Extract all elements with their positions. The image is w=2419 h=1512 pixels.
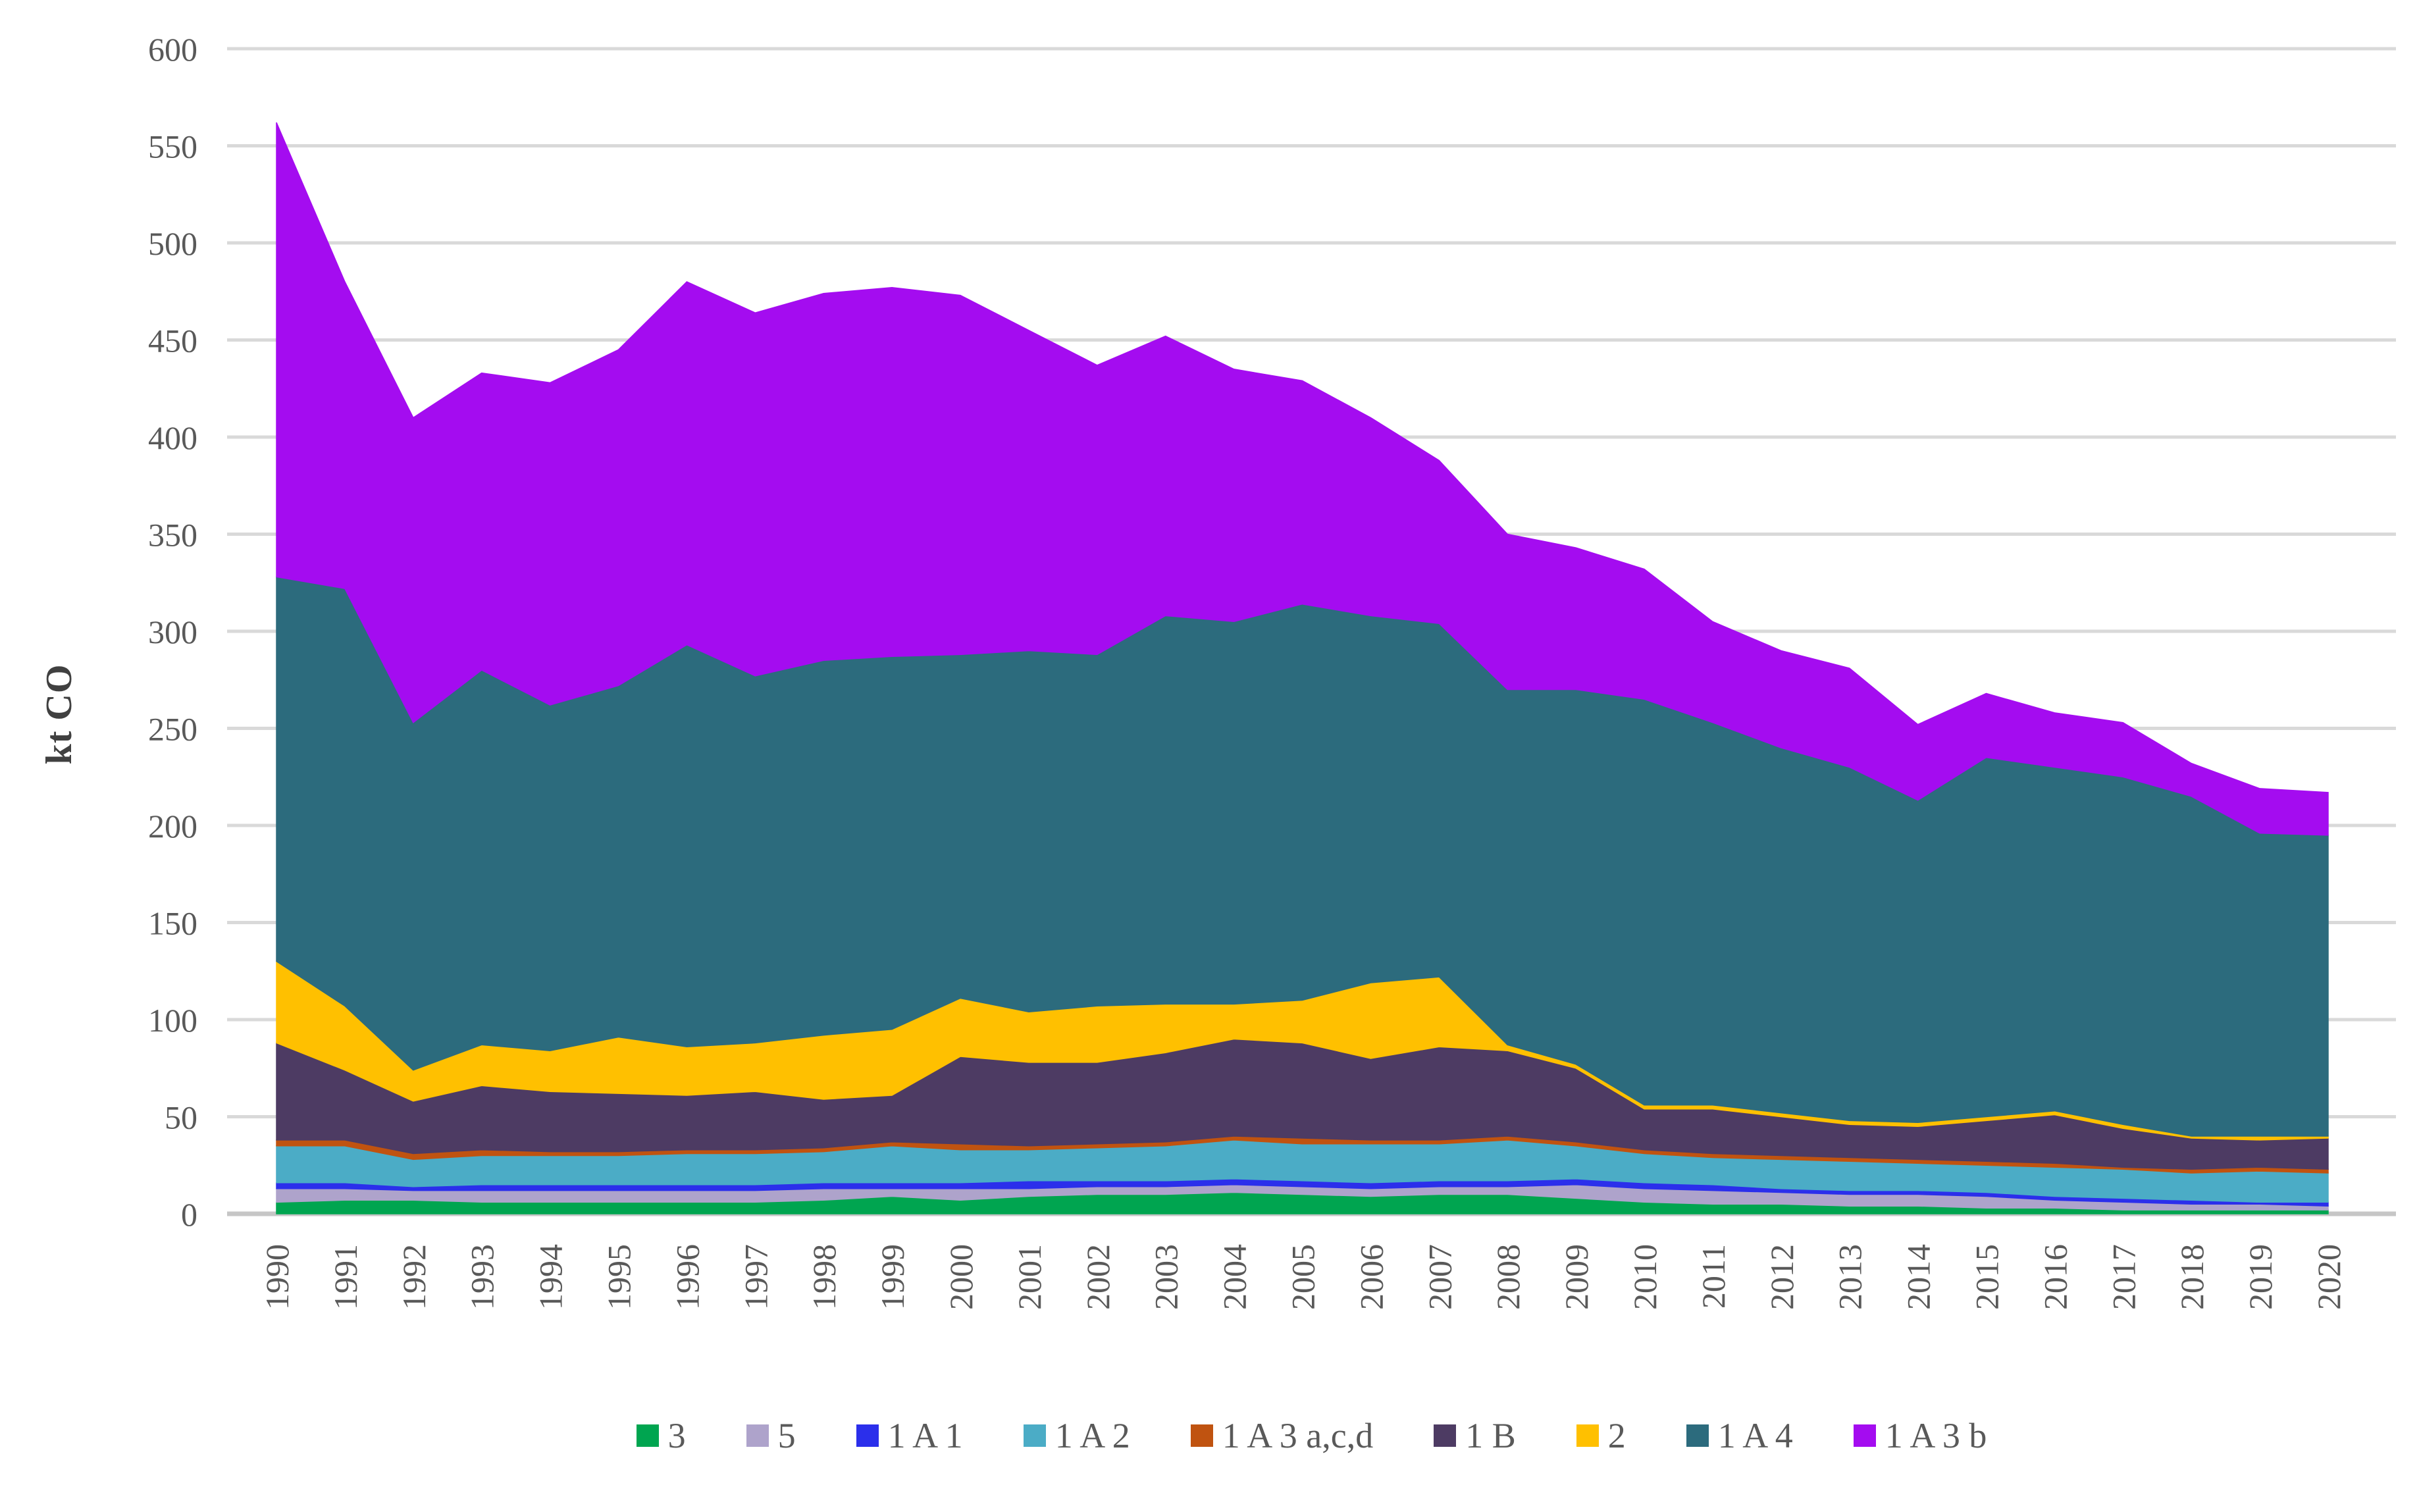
y-tick-label-50: 50	[165, 1099, 197, 1136]
y-axis-title: kt CO	[39, 664, 80, 765]
x-tick-label-1994: 1994	[533, 1244, 569, 1310]
legend-label: 1 A 3 b	[1885, 1416, 1987, 1455]
legend-item-1-a-2: 1 A 2	[1023, 1415, 1130, 1456]
legend-swatch-icon	[1853, 1424, 1876, 1447]
y-tick-label-600: 600	[148, 31, 197, 68]
y-tick-label-200: 200	[148, 808, 197, 845]
x-tick-label-2018: 2018	[2173, 1244, 2210, 1310]
x-tick-label-2014: 2014	[1900, 1244, 1937, 1310]
y-tick-label-100: 100	[148, 1002, 197, 1039]
y-tick-label-500: 500	[148, 225, 197, 262]
y-tick-label-550: 550	[148, 128, 197, 165]
legend-label: 1 A 2	[1054, 1416, 1130, 1455]
y-tick-label-0: 0	[181, 1196, 197, 1233]
x-tick-label-1998: 1998	[806, 1244, 843, 1310]
x-tick-label-2013: 2013	[1832, 1244, 1869, 1310]
legend-label: 1 A 3 a,c,d	[1222, 1416, 1374, 1455]
legend-item-3: 3	[636, 1415, 686, 1456]
x-tick-label-1990: 1990	[259, 1244, 296, 1310]
legend-label: 1 A 1	[887, 1416, 963, 1455]
legend-swatch-icon	[746, 1424, 769, 1447]
x-tick-label-2002: 2002	[1079, 1244, 1116, 1310]
legend-swatch-icon	[1434, 1424, 1457, 1447]
legend-label: 5	[777, 1416, 796, 1455]
legend-swatch-icon	[1576, 1424, 1599, 1447]
legend-item-1-a-3-b: 1 A 3 b	[1853, 1415, 1987, 1456]
x-tick-label-1992: 1992	[396, 1244, 432, 1310]
area-series-1-a-3-b	[276, 122, 2329, 836]
x-tick-label-2008: 2008	[1490, 1244, 1526, 1310]
x-tick-label-1995: 1995	[601, 1244, 638, 1310]
legend-item-1-a-4: 1 A 4	[1686, 1415, 1793, 1456]
x-tick-label-2012: 2012	[1763, 1244, 1800, 1310]
y-tick-label-300: 300	[148, 613, 197, 650]
legend-item-1-a-1: 1 A 1	[856, 1415, 963, 1456]
x-tick-label-2015: 2015	[1969, 1244, 2006, 1310]
x-tick-label-1991: 1991	[327, 1244, 364, 1310]
legend-swatch-icon	[1190, 1424, 1213, 1447]
x-tick-label-2011: 2011	[1695, 1244, 1732, 1309]
x-tick-label-2000: 2000	[943, 1244, 979, 1310]
x-tick-label-1996: 1996	[669, 1244, 706, 1310]
legend-swatch-icon	[636, 1424, 659, 1447]
legend-label: 1 B	[1465, 1416, 1516, 1455]
legend-item-5: 5	[746, 1415, 796, 1456]
x-tick-label-2007: 2007	[1421, 1244, 1458, 1310]
x-tick-label-2009: 2009	[1558, 1244, 1595, 1310]
x-tick-label-2004: 2004	[1216, 1244, 1253, 1310]
legend-label: 3	[667, 1416, 686, 1455]
x-tick-label-1997: 1997	[737, 1244, 774, 1310]
legend-label: 1 A 4	[1717, 1416, 1793, 1455]
x-tick-label-2001: 2001	[1011, 1244, 1048, 1310]
legend-swatch-icon	[1023, 1424, 1046, 1447]
x-tick-label-1993: 1993	[464, 1244, 501, 1310]
x-tick-label-2006: 2006	[1353, 1244, 1390, 1310]
x-tick-label-2017: 2017	[2105, 1244, 2142, 1310]
chart-legend: 3 5 1 A 1 1 A 2 1 A 3 a,c,d 1 B 2 1 A 4 1 A 3 b	[0, 1415, 2419, 1456]
x-tick-label-2010: 2010	[1626, 1244, 1663, 1310]
legend-item-1-b: 1 B	[1434, 1415, 1516, 1456]
x-tick-label-2019: 2019	[2242, 1244, 2279, 1310]
y-tick-label-150: 150	[148, 905, 197, 942]
x-tick-label-2016: 2016	[2037, 1244, 2073, 1310]
y-tick-label-250: 250	[148, 711, 197, 748]
y-tick-label-400: 400	[148, 419, 197, 456]
legend-label: 2	[1607, 1416, 1626, 1455]
legend-swatch-icon	[1686, 1424, 1709, 1447]
x-tick-label-1999: 1999	[874, 1244, 911, 1310]
legend-item-2: 2	[1576, 1415, 1626, 1456]
x-tick-label-2020: 2020	[2310, 1244, 2347, 1310]
x-tick-label-2003: 2003	[1148, 1244, 1185, 1310]
y-tick-label-450: 450	[148, 323, 197, 359]
legend-swatch-icon	[856, 1424, 879, 1447]
legend-item-1-a-3-a-c-d: 1 A 3 a,c,d	[1190, 1415, 1374, 1456]
y-tick-label-350: 350	[148, 517, 197, 554]
x-tick-label-2005: 2005	[1285, 1244, 1322, 1310]
